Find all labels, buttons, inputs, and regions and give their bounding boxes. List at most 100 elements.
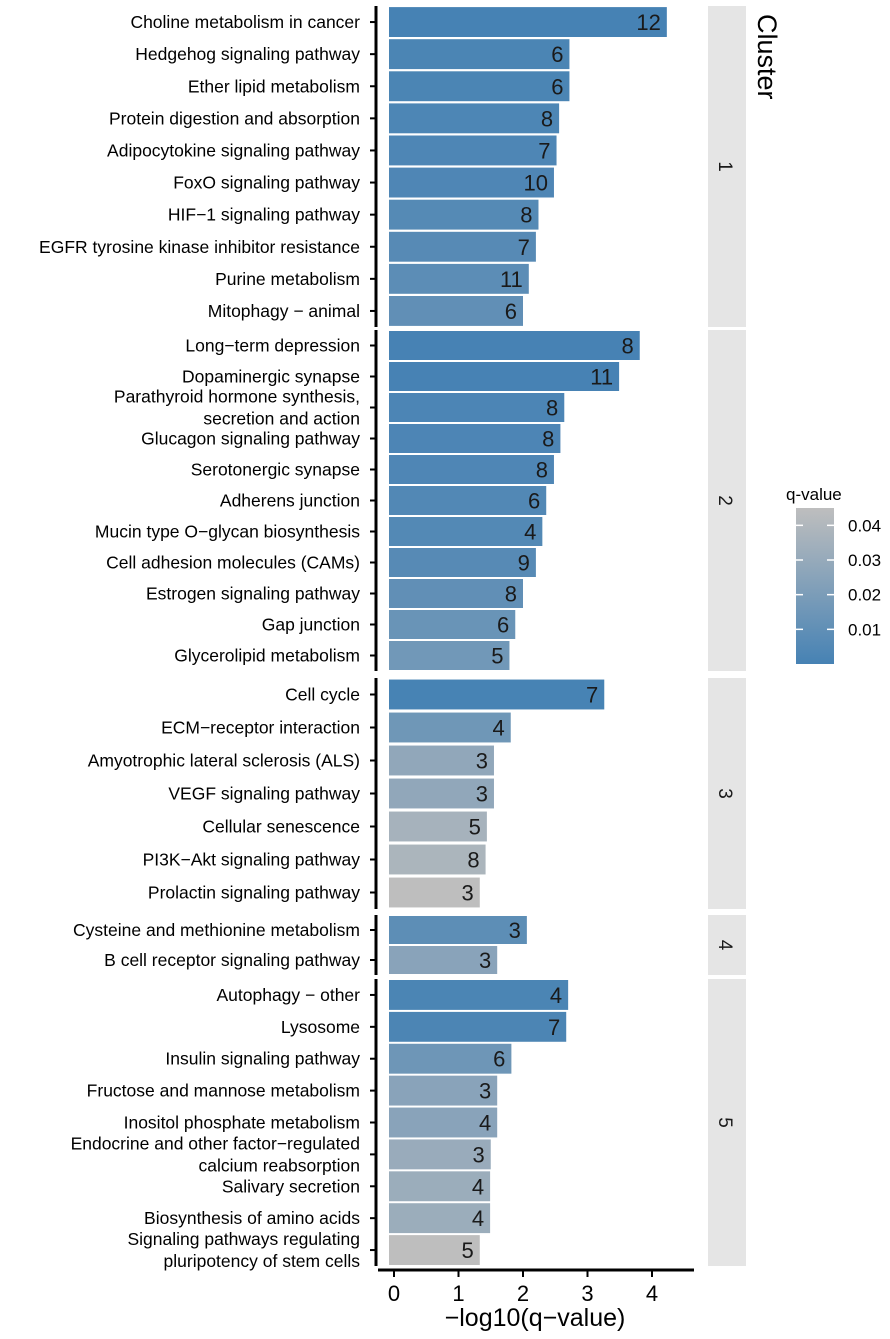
cluster-strip-2 xyxy=(708,330,746,671)
bar-count-label: 10 xyxy=(523,171,547,196)
bar-count-label: 7 xyxy=(518,235,530,260)
bar xyxy=(389,7,667,37)
category-label: PI3K−Akt signaling pathway xyxy=(143,850,361,870)
bar xyxy=(389,1043,512,1074)
bar xyxy=(389,486,547,515)
bar xyxy=(389,362,620,391)
bar xyxy=(389,778,494,809)
bar xyxy=(389,1107,498,1138)
category-label: calcium reabsorption xyxy=(199,1155,360,1175)
cluster-strip-5 xyxy=(708,979,746,1266)
category-label: FoxO signaling pathway xyxy=(173,173,360,193)
bar-count-label: 8 xyxy=(505,582,517,607)
category-label: Serotonergic synapse xyxy=(191,460,360,480)
bar xyxy=(389,980,569,1010)
bar-count-label: 8 xyxy=(467,848,479,873)
bar-count-label: 3 xyxy=(476,749,488,774)
bar-count-label: 3 xyxy=(462,881,474,906)
bar xyxy=(389,1171,491,1202)
cluster-strip-3 xyxy=(708,678,746,909)
category-label: Inositol phosphate metabolism xyxy=(124,1113,360,1133)
x-tick-label: 1 xyxy=(452,1281,464,1306)
legend-tick-label: 0.01 xyxy=(848,620,881,639)
legend-tick-label: 0.02 xyxy=(848,586,881,605)
x-tick-label: 0 xyxy=(388,1281,400,1306)
category-label: secretion and action xyxy=(203,409,360,429)
bar-count-label: 7 xyxy=(548,1015,560,1040)
bar xyxy=(389,1203,491,1234)
category-label: Ether lipid metabolism xyxy=(188,76,360,96)
category-label: Prolactin signaling pathway xyxy=(148,883,360,903)
bar-count-label: 4 xyxy=(472,1174,484,1199)
bar xyxy=(389,424,561,453)
bar xyxy=(389,71,570,102)
cluster-panel-4: 4 3 Cysteine and methionine metabolism 3 B c… xyxy=(73,915,746,975)
category-label: HIF−1 signaling pathway xyxy=(168,205,360,225)
bar xyxy=(389,167,554,198)
bar-count-label: 6 xyxy=(528,489,540,514)
x-axis: 0 1 2 3 4 xyxy=(378,1268,694,1306)
legend-tick-label: 0.03 xyxy=(848,551,881,570)
bar-count-label: 5 xyxy=(469,815,481,840)
bar xyxy=(389,745,494,776)
category-label: Long−term depression xyxy=(185,336,360,356)
category-label: Adherens junction xyxy=(220,491,360,511)
bar-count-label: 3 xyxy=(479,1079,491,1104)
bar-count-label: 9 xyxy=(518,551,530,576)
legend-colorbar xyxy=(796,508,834,664)
bar xyxy=(389,548,536,577)
bar-count-label: 4 xyxy=(550,983,562,1008)
bar-count-label: 7 xyxy=(586,683,598,708)
bar-count-label: 6 xyxy=(497,613,509,638)
bar-count-label: 12 xyxy=(636,10,660,35)
bar xyxy=(389,916,527,944)
category-label: pluripotency of stem cells xyxy=(164,1251,361,1271)
category-label: Amyotrophic lateral sclerosis (ALS) xyxy=(88,751,360,771)
category-label: ECM−receptor interaction xyxy=(161,718,360,738)
category-label: B cell receptor signaling pathway xyxy=(104,950,360,970)
category-label: Insulin signaling pathway xyxy=(165,1049,360,1069)
bar-count-label: 8 xyxy=(520,203,532,228)
category-label: EGFR tyrosine kinase inhibitor resistanc… xyxy=(39,237,360,257)
bar xyxy=(389,1075,498,1106)
bar xyxy=(389,231,536,262)
category-label: Mucin type O−glycan biosynthesis xyxy=(95,522,360,542)
cluster-strip-label: 1 xyxy=(714,161,735,172)
bar xyxy=(389,679,605,710)
bar-count-label: 8 xyxy=(541,106,553,131)
legend-tick-label: 0.04 xyxy=(848,516,881,535)
bar xyxy=(389,610,516,639)
bar xyxy=(389,263,529,294)
category-label: Glucagon signaling pathway xyxy=(141,429,360,449)
facet-title-cluster: Cluster xyxy=(752,14,782,100)
q-value-legend: q-value 0.04 0.03 0.02 0.01 xyxy=(786,485,881,664)
category-label: Protein digestion and absorption xyxy=(109,108,360,128)
bar xyxy=(389,1235,480,1265)
bar-count-label: 4 xyxy=(492,716,504,741)
cluster-strip-label: 5 xyxy=(714,1117,735,1128)
bar xyxy=(389,946,498,974)
bar xyxy=(389,39,570,70)
bar xyxy=(389,331,640,360)
bar-count-label: 5 xyxy=(462,1238,474,1263)
category-label: Fructose and mannose metabolism xyxy=(87,1081,360,1101)
category-label: Hedgehog signaling pathway xyxy=(135,44,360,64)
cluster-panel-2: 2 8 Long−term depression 11 Dopaminergic syn… xyxy=(95,330,746,671)
bar-count-label: 8 xyxy=(542,427,554,452)
bar-count-label: 5 xyxy=(491,644,503,669)
category-label: Estrogen signaling pathway xyxy=(146,584,360,604)
bar xyxy=(389,1139,491,1170)
category-label: Endocrine and other factor−regulated xyxy=(71,1133,360,1153)
cluster-panel-1: 1 12 Choline metabolism in cancer 6 Hedgehog… xyxy=(39,6,746,327)
bar-count-label: 6 xyxy=(551,74,563,99)
legend-ticks: 0.04 0.03 0.02 0.01 xyxy=(796,516,881,639)
cluster-strip-label: 2 xyxy=(714,495,735,506)
category-label: Glycerolipid metabolism xyxy=(174,646,360,666)
category-label: Purine metabolism xyxy=(215,269,360,289)
category-label: Gap junction xyxy=(262,615,360,635)
x-tick-label: 2 xyxy=(517,1281,529,1306)
category-label: Cysteine and methionine metabolism xyxy=(73,920,360,940)
category-label: Dopaminergic synapse xyxy=(182,367,360,387)
